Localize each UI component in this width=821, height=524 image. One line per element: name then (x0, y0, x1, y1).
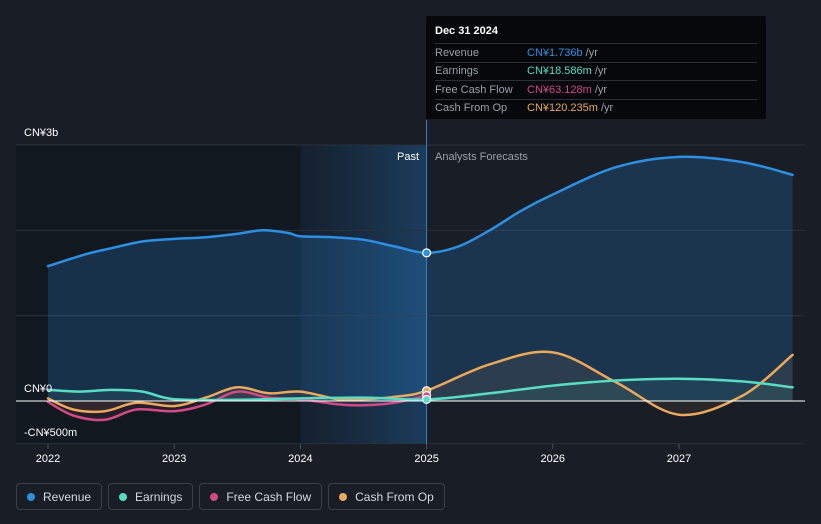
legend-label: Revenue (43, 489, 92, 504)
legend-item-free-cash-flow[interactable]: Free Cash Flow (199, 483, 323, 510)
tooltip-label: Free Cash Flow (435, 83, 513, 96)
x-axis-labels: 2022 2023 2024 2025 2026 2027 (36, 444, 691, 465)
tooltip-value: CN¥18.586m (527, 65, 592, 78)
tooltip-unit: /yr (594, 83, 608, 96)
tooltip-unit: /yr (600, 102, 614, 115)
past-label: Past (397, 151, 419, 163)
tooltip-label: Earnings (435, 65, 479, 78)
series-lines (46, 155, 794, 422)
legend-label: Earnings (135, 489, 183, 504)
legend-item-earnings[interactable]: Earnings (108, 483, 194, 510)
tooltip-value: CN¥1.736b (527, 46, 583, 59)
cash-from-op-dot-icon (339, 492, 348, 501)
free-cash-flow-line (46, 390, 428, 422)
tooltip-unit: /yr (594, 65, 608, 78)
tooltip-row-earnings: Earnings CN¥18.586m /yr (435, 61, 757, 81)
past-highlight-region (300, 145, 427, 444)
earnings-line (46, 377, 794, 402)
tooltip-date: Dec 31 2024 (435, 25, 498, 37)
tooltip-value: CN¥63.128m (527, 83, 592, 96)
y-tick-label: -CN¥500m (24, 427, 77, 439)
x-tick-label: 2022 (36, 453, 60, 465)
tooltip-label: Revenue (435, 46, 480, 59)
x-tick-label: 2024 (288, 453, 312, 465)
tooltip-row-revenue: Revenue CN¥1.736b /yr (435, 43, 757, 62)
legend-item-revenue[interactable]: Revenue (16, 483, 103, 510)
x-tick-label: 2026 (541, 453, 565, 465)
tooltip-unit: /yr (585, 46, 598, 59)
revenue-marker (422, 248, 432, 258)
tooltip-value: CN¥120.235m (527, 102, 598, 115)
y-tick-label: CN¥0 (24, 383, 52, 395)
earnings-area (48, 378, 793, 401)
forecast-label: Analysts Forecasts (435, 151, 528, 163)
legend-label: Cash From Op (355, 489, 434, 504)
earnings-marker (422, 394, 432, 405)
x-tick-label: 2025 (414, 453, 438, 465)
free-cash-flow-dot-icon (210, 492, 219, 501)
tooltip: Dec 31 2024 Revenue CN¥1.736b /yr Earnin… (426, 16, 766, 119)
revenue-area (48, 156, 793, 401)
gridlines (16, 144, 805, 445)
revenue-dot-icon (27, 492, 35, 501)
y-tick-label: CN¥3b (24, 127, 58, 139)
tooltip-row-free-cash-flow: Free Cash Flow CN¥63.128m /yr (435, 80, 757, 99)
y-axis-labels: CN¥3b CN¥0 -CN¥500m (24, 127, 77, 439)
legend-item-cash-from-op[interactable]: Cash From Op (328, 483, 445, 510)
earnings-dot-icon (119, 492, 128, 501)
legend: Revenue Earnings Free Cash Flow Cash Fro… (16, 483, 445, 512)
legend-label: Free Cash Flow (226, 489, 312, 504)
x-tick-label: 2023 (162, 453, 186, 465)
x-tick-label: 2027 (667, 453, 691, 465)
cash-from-op-line (46, 350, 794, 417)
tooltip-row-cash-from-op: Cash From Op CN¥120.235m /yr (435, 98, 757, 118)
hover-markers (422, 248, 432, 405)
revenue-line (46, 155, 794, 268)
tooltip-label: Cash From Op (435, 102, 508, 115)
